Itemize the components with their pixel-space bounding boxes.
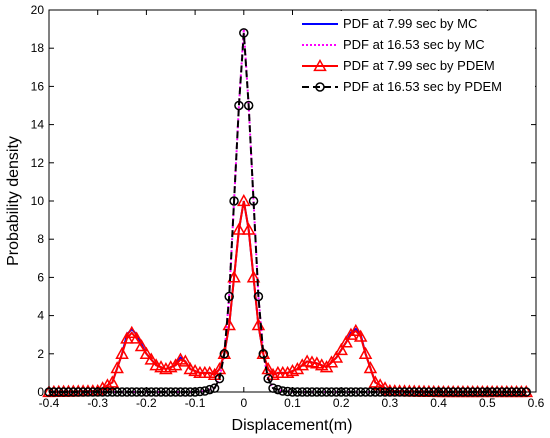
data-point-circle	[315, 82, 325, 92]
y-tick-label: 6	[37, 270, 44, 284]
data-point-triangle	[280, 365, 295, 379]
x-tick-label: 0.5	[479, 396, 496, 410]
data-point-circle	[219, 349, 230, 359]
data-point-circle	[239, 28, 249, 38]
y-tick-label: 20	[31, 3, 45, 17]
data-point-triangle	[120, 331, 134, 344]
data-point-circle	[258, 349, 269, 359]
data-point-circle	[200, 386, 210, 396]
data-point-triangle	[368, 375, 383, 388]
data-point-triangle	[144, 352, 159, 365]
data-point-triangle	[159, 362, 173, 375]
y-tick-label: 18	[31, 41, 45, 55]
data-point-triangle	[295, 358, 310, 371]
y-tick-label: 4	[37, 309, 44, 323]
data-point-triangle	[168, 358, 183, 371]
data-point-triangle	[349, 323, 363, 337]
data-point-triangle	[313, 58, 327, 72]
x-tick-label: -0.1	[185, 396, 206, 410]
data-point-circle	[234, 100, 244, 111]
y-tick-label: 10	[31, 194, 45, 208]
data-point-triangle	[100, 378, 115, 391]
data-point-circle	[273, 384, 283, 395]
data-point-triangle	[358, 346, 373, 359]
legend-item: PDF at 7.99 sec by MC	[302, 16, 477, 31]
data-point-circle	[243, 100, 254, 111]
data-point-triangle	[115, 346, 129, 359]
legend-item: PDF at 7.99 sec by PDEM	[302, 58, 495, 73]
x-tick-label: -0.3	[87, 396, 108, 410]
data-point-circle	[214, 373, 225, 384]
data-point-triangle	[266, 367, 280, 380]
ticks-layer: -0.4 -0.3 -0.2 -0.1 0 0.1 0.2 0.3 0.4 0.5 0.6 0 2 4 6 8…	[31, 3, 545, 410]
data-point-triangle	[246, 270, 261, 283]
data-point-triangle	[125, 325, 139, 338]
y-axis-label: Probability density	[5, 136, 22, 266]
legend-box	[296, 11, 535, 107]
legend-label: PDF at 16.53 sec by MC	[343, 37, 485, 52]
data-point-triangle	[339, 335, 353, 348]
data-point-triangle	[105, 375, 120, 388]
data-point-circle	[253, 291, 264, 302]
y-tick-label: 12	[31, 156, 45, 170]
data-point-triangle	[363, 361, 378, 374]
data-point-triangle	[344, 327, 358, 340]
x-tick-label: 0.2	[333, 396, 350, 410]
y-tick-label: 0	[37, 385, 44, 399]
legend-label: PDF at 7.99 sec by PDEM	[343, 58, 495, 73]
legend-item: PDF at 16.53 sec by MC	[302, 37, 485, 52]
data-point-triangle	[353, 329, 368, 342]
data-point-triangle	[110, 361, 124, 374]
legend: PDF at 7.99 sec by MC PDF at 16.53 sec by…	[296, 11, 535, 107]
data-point-triangle	[207, 367, 222, 380]
data-point-circle	[248, 196, 259, 206]
data-point-triangle	[334, 342, 348, 356]
data-point-triangle	[178, 354, 193, 367]
series-line	[49, 32, 527, 393]
data-point-triangle	[237, 193, 251, 207]
y-tick-label: 2	[37, 347, 44, 361]
data-point-circle	[278, 386, 288, 396]
data-point-triangle	[227, 270, 241, 283]
data-point-triangle	[285, 363, 300, 377]
y-tick-label: 8	[37, 232, 44, 246]
x-axis-label: Displacement(m)	[232, 417, 353, 434]
x-tick-label: 0.3	[382, 396, 399, 410]
data-point-circle	[224, 291, 234, 302]
data-point-triangle	[129, 331, 144, 344]
data-point-triangle	[134, 339, 149, 352]
data-point-triangle	[290, 362, 305, 375]
data-point-triangle	[163, 360, 178, 373]
data-point-triangle	[95, 381, 110, 394]
data-point-triangle	[373, 378, 387, 391]
x-tick-label: 0.6	[528, 396, 545, 410]
plot-frame	[48, 9, 537, 393]
x-tick-label: 0.4	[430, 396, 447, 410]
x-tick-label: -0.2	[136, 396, 157, 410]
x-tick-label: -0.4	[39, 396, 60, 410]
data-point-triangle	[139, 346, 154, 359]
legend-label: PDF at 7.99 sec by MC	[343, 16, 477, 31]
x-tick-label: 0	[240, 396, 247, 410]
data-point-triangle	[241, 222, 256, 235]
data-point-circle	[229, 196, 239, 206]
data-point-circle	[204, 384, 215, 395]
x-tick-label: 0.1	[284, 396, 301, 410]
data-point-circle	[263, 373, 273, 384]
y-tick-label: 14	[31, 118, 45, 132]
legend-item: PDF at 16.53 sec by PDEM	[302, 79, 502, 94]
data-point-triangle	[232, 222, 246, 235]
legend-label: PDF at 16.53 sec by PDEM	[343, 79, 502, 94]
y-tick-label: 16	[31, 79, 45, 93]
data-point-triangle	[329, 350, 344, 363]
